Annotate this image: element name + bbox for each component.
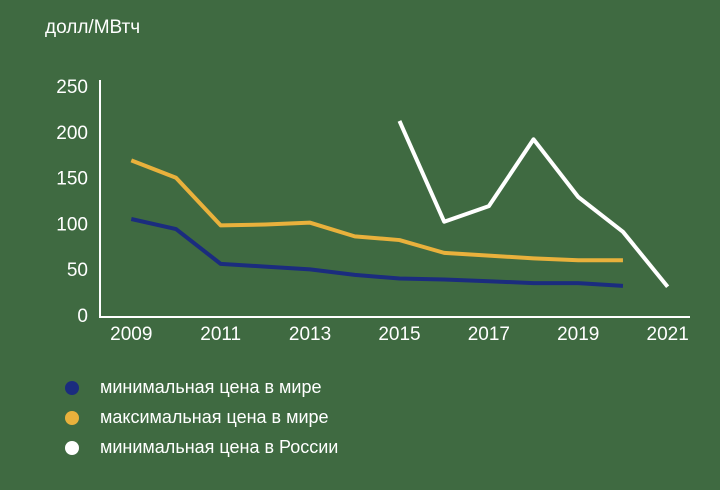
legend-label: максимальная цена в мире [100,407,329,427]
y-tick-label: 50 [67,260,88,281]
y-tick-label: 0 [77,306,88,327]
legend-marker [65,381,79,395]
legend-label: минимальная цена в России [100,437,338,457]
y-tick-label: 200 [56,123,88,144]
legend-label: минимальная цена в мире [100,377,321,397]
x-tick-label: 2011 [200,324,241,345]
x-tick-label: 2009 [110,324,152,345]
y-axis-label: долл/МВтч [45,17,140,38]
y-tick-label: 100 [56,214,88,235]
legend-marker [65,441,79,455]
x-tick-label: 2019 [557,324,599,345]
x-tick-label: 2013 [289,324,331,345]
series-line [397,120,670,289]
x-tick-label: 2017 [468,324,510,345]
series-line [130,158,623,263]
legend: минимальная цена в мире максимальная цена… [65,377,338,457]
y-tick-label: 250 [56,77,88,98]
series-line [130,217,624,288]
legend-marker [65,411,79,425]
x-tick-label: 2021 [647,324,689,345]
x-tick-label: 2015 [378,324,420,345]
y-tick-label: 150 [56,169,88,190]
